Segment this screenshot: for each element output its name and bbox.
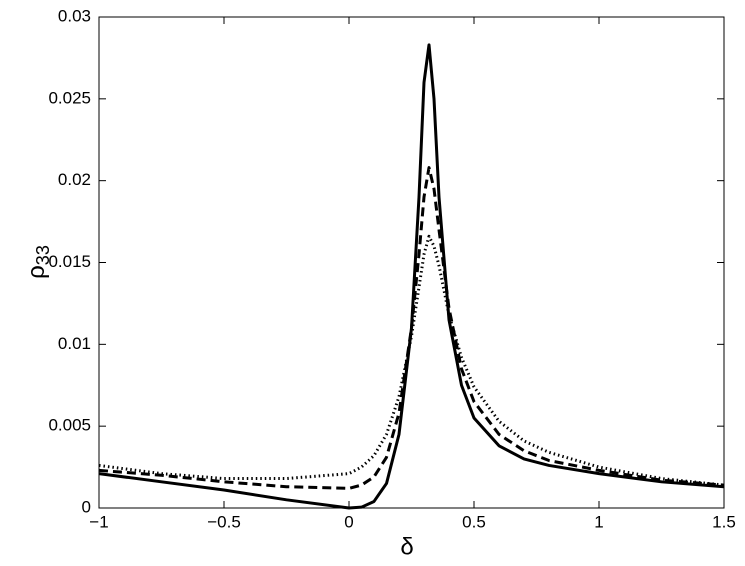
x-tick-label: 0 <box>344 512 353 531</box>
y-tick-label: 0.025 <box>48 88 91 107</box>
y-tick-label: 0.015 <box>48 252 91 271</box>
line-series <box>98 166 725 490</box>
x-tick-label: −0.5 <box>207 512 241 531</box>
y-axis-label: ρ33 <box>23 245 52 279</box>
y-tick-label: 0.005 <box>48 416 91 435</box>
y-tick-label: 0.02 <box>58 170 91 189</box>
x-tick-label: −1 <box>89 512 108 531</box>
y-axis-symbol: ρ <box>23 265 50 279</box>
x-tick-label: 1.5 <box>712 512 736 531</box>
y-tick-label: 0.03 <box>58 6 91 25</box>
x-tick-label: 1 <box>594 512 603 531</box>
y-tick-label: 0 <box>82 497 91 516</box>
x-tick-label: 0.5 <box>462 512 486 531</box>
line-series <box>98 234 725 487</box>
plot-frame <box>98 16 725 509</box>
y-tick-label: 0.01 <box>58 334 91 353</box>
y-axis-subscript: 33 <box>33 245 53 265</box>
x-axis-label: δ <box>400 533 413 560</box>
line-series <box>98 43 725 510</box>
